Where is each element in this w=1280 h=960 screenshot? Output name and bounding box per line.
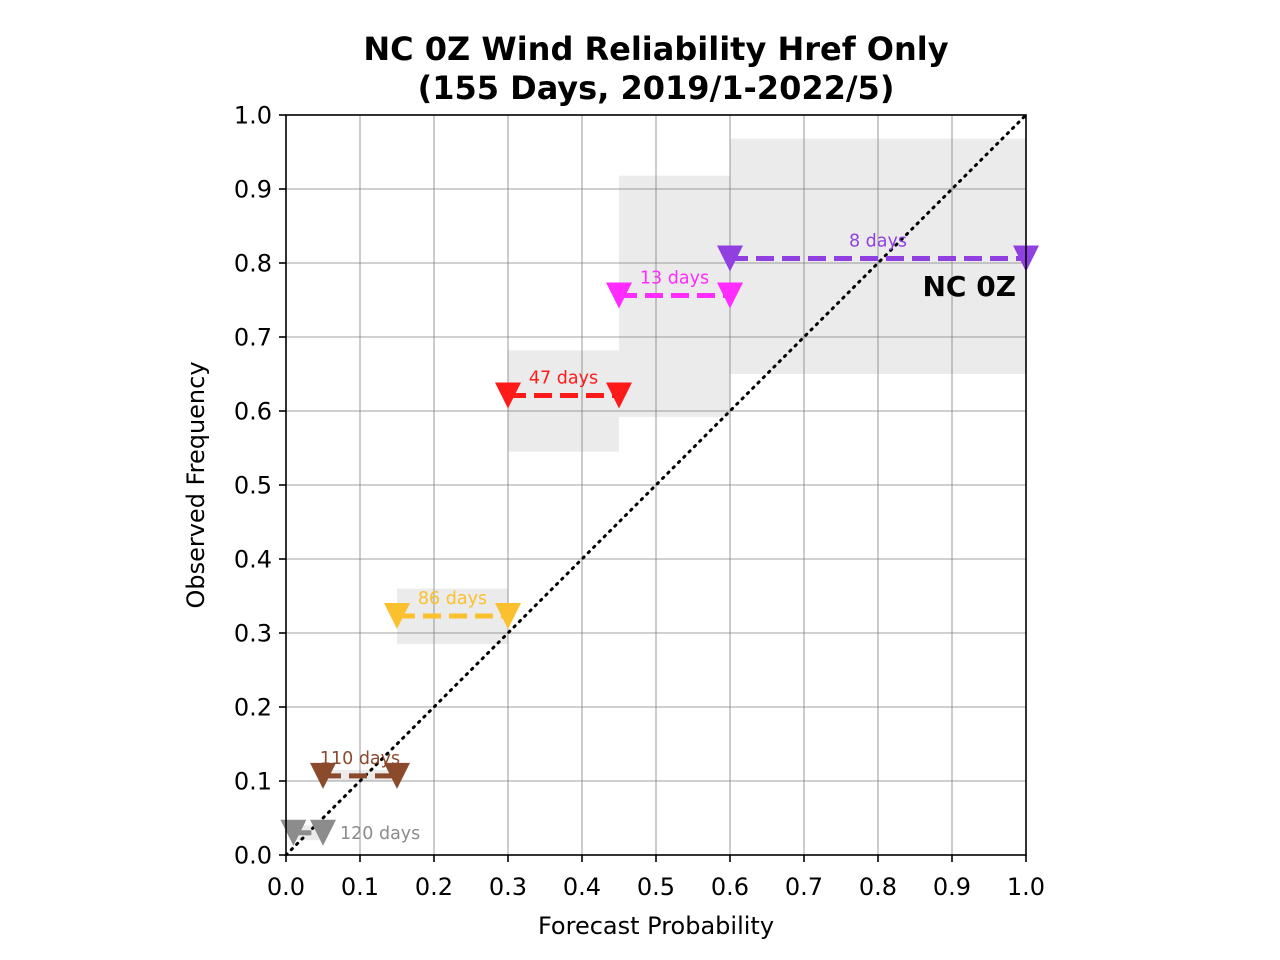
- perfect-reliability-line: [284, 113, 1028, 857]
- confidence-boxes: [293, 138, 1026, 841]
- x-tick-label-1: 0.1: [341, 873, 379, 901]
- x-axis-ticks: 0.0 0.1 0.2 0.3 0.4 0.5 0.6 0.7 0.8 0.9 1.0: [267, 855, 1045, 901]
- x-tick-label-10: 1.0: [1007, 873, 1045, 901]
- y-tick-label-7: 0.7: [234, 324, 272, 352]
- y-tick-label-8: 0.8: [234, 250, 272, 278]
- y-tick-label-1: 0.1: [234, 768, 272, 796]
- y-tick-label-4: 0.4: [234, 546, 272, 574]
- y-tick-label-2: 0.2: [234, 694, 272, 722]
- bin-marker-low-2: [384, 602, 410, 629]
- bin-days-label-5: 8 days: [849, 232, 907, 252]
- x-tick-label-6: 0.6: [711, 873, 749, 901]
- bin-days-label-1: 110 days: [320, 749, 400, 769]
- diagonal-line: [284, 113, 1028, 857]
- x-tick-label-7: 0.7: [785, 873, 823, 901]
- y-tick-label-0: 0.0: [234, 842, 272, 870]
- y-axis-ticks: 0.0 0.1 0.2 0.3 0.4 0.5 0.6 0.7 0.8 0.9 1.0: [234, 102, 286, 870]
- y-tick-label-3: 0.3: [234, 620, 272, 648]
- bin-marker-low-1: [310, 762, 336, 789]
- bin-marker-low-4: [606, 282, 632, 309]
- x-tick-label-4: 0.4: [563, 873, 601, 901]
- bin-marker-high-0: [310, 819, 336, 846]
- x-tick-label-5: 0.5: [637, 873, 675, 901]
- bin-days-label-3: 47 days: [529, 368, 598, 388]
- bin-days-label-2: 86 days: [418, 589, 487, 609]
- region-label: NC 0Z: [922, 270, 1016, 303]
- reliability-bins: [280, 245, 1039, 846]
- bin-marker-high-3: [606, 382, 632, 409]
- y-axis-label: Observed Frequency: [182, 361, 210, 608]
- ci-box-3: [508, 350, 619, 452]
- y-tick-label-6: 0.6: [234, 398, 272, 426]
- bin-marker-low-0: [280, 819, 307, 846]
- x-axis-label: Forecast Probability: [538, 912, 774, 940]
- chart-title-line-2: (155 Days, 2019/1-2022/5): [418, 69, 895, 107]
- chart-title-line-1: NC 0Z Wind Reliability Href Only: [363, 30, 948, 68]
- y-tick-label-10: 1.0: [234, 102, 272, 130]
- x-tick-label-8: 0.8: [859, 873, 897, 901]
- bin-marker-low-5: [717, 245, 743, 272]
- x-tick-label-2: 0.2: [415, 873, 453, 901]
- bin-day-labels: 120 days 110 days 86 days 47 days 13 days 8 d…: [320, 232, 907, 844]
- bin-marker-high-4: [717, 282, 743, 309]
- bin-marker-high-2: [495, 602, 521, 629]
- bin-marker-high-1: [384, 762, 410, 789]
- bin-days-label-4: 13 days: [640, 269, 709, 289]
- x-tick-label-3: 0.3: [489, 873, 527, 901]
- bin-marker-low-3: [495, 382, 521, 409]
- bin-days-label-0: 120 days: [340, 824, 420, 844]
- x-tick-label-0: 0.0: [267, 873, 305, 901]
- x-tick-label-9: 0.9: [933, 873, 971, 901]
- y-tick-label-5: 0.5: [234, 472, 272, 500]
- y-tick-label-9: 0.9: [234, 176, 272, 204]
